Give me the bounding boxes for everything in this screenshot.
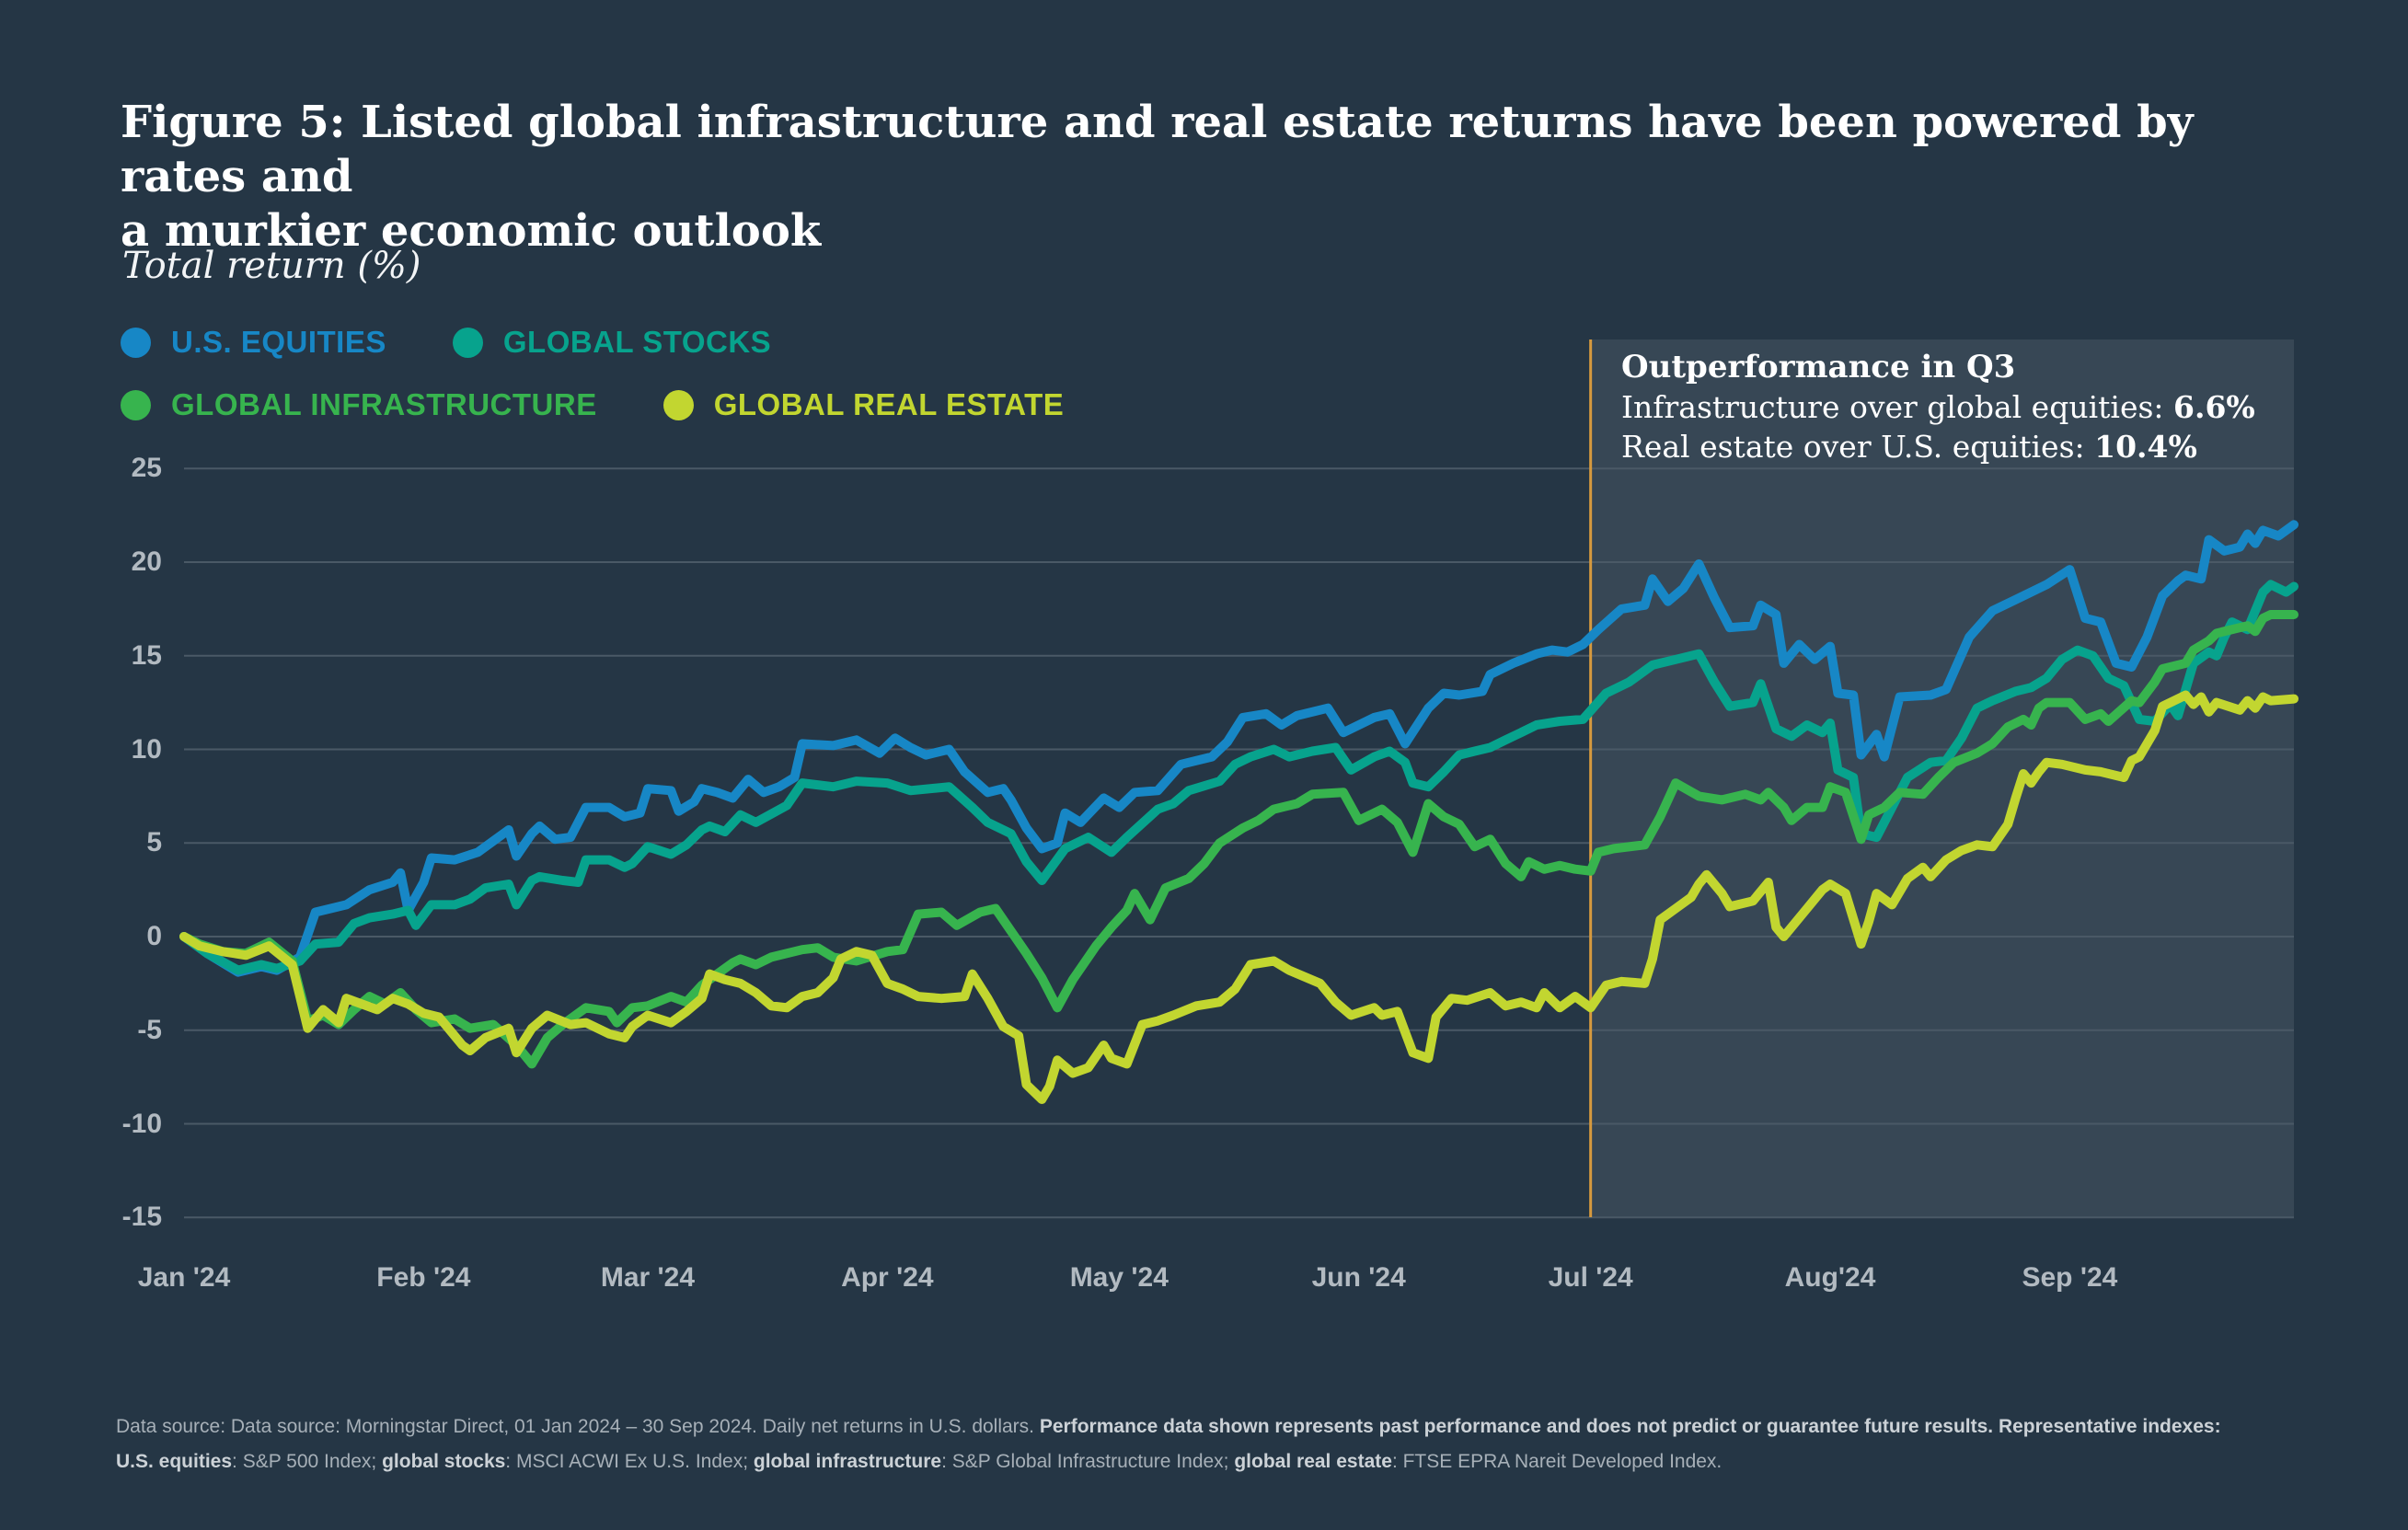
annotation-value-1: 6.6%: [2173, 389, 2255, 425]
series-line-global-real-estate: [179, 690, 2299, 1104]
footnote-text: : S&P Global Infrastructure Index;: [941, 1451, 1235, 1472]
figure-title-line1: Figure 5: Listed global infrastructure a…: [121, 97, 2194, 202]
y-tick-label-20: 20: [131, 546, 162, 577]
x-tick-label-Aug24: Aug'24: [1784, 1262, 1876, 1293]
y-tick-label--10: -10: [121, 1108, 162, 1139]
x-tick-label-Jun24: Jun '24: [1311, 1262, 1406, 1293]
x-tick-label-Mar24: Mar '24: [600, 1262, 696, 1293]
footnote-bold-text: global infrastructure: [753, 1451, 942, 1472]
x-tick-label-Feb24: Feb '24: [376, 1262, 471, 1293]
footnote-bold-text: global real estate: [1234, 1451, 1392, 1472]
annotation-lines: Infrastructure over global equities: 6.6…: [1621, 387, 2275, 466]
footnote-bold-text: U.S. equities: [116, 1451, 233, 1472]
figure-subtitle: Total return (%): [122, 245, 421, 287]
legend-dot-icon: [662, 389, 694, 420]
legend-item-global-infrastructure: GLOBAL INFRASTRUCTURE: [121, 387, 597, 422]
series-line-global-infrastructure: [179, 610, 2299, 1069]
footnote-text: : FTSE EPRA Nareit Developed Index.: [1391, 1451, 1722, 1472]
annotation-title: Outperformance in Q3: [1621, 349, 2016, 385]
legend-label: GLOBAL STOCKS: [502, 325, 772, 359]
legend-item-global-real-estate: GLOBAL REAL ESTATE: [662, 387, 1065, 422]
legend-dot-icon: [121, 327, 151, 358]
q3-annotation: Outperformance in Q3 Infrastructure over…: [1621, 348, 2275, 466]
footnote-text: : MSCI ACWI Ex U.S. Index;: [505, 1451, 754, 1472]
y-tick-label-10: 10: [131, 733, 162, 765]
source-footnote: Data source: Data source: Morningstar Di…: [116, 1409, 2343, 1479]
annotation-value-2: 10.4%: [2094, 429, 2197, 465]
annotation-line-2: Real estate over U.S. equities: 10.4%: [1621, 429, 2197, 465]
footnote-bold-text: global stocks: [382, 1451, 506, 1472]
legend-row-2: GLOBAL INFRASTRUCTURE GLOBAL REAL ESTATE: [121, 385, 1130, 425]
footnote-bold-text: Performance data shown represents past p…: [1039, 1416, 2221, 1437]
series-line-u-s-equities: [179, 520, 2299, 977]
footnote-line-1: Data source: Data source: Morningstar Di…: [116, 1409, 2343, 1444]
legend-item-u-s-equities: U.S. EQUITIES: [121, 325, 386, 360]
y-tick-label-15: 15: [131, 639, 162, 671]
footnote-text: : S&P 500 Index;: [232, 1451, 383, 1472]
y-tick-label--15: -15: [121, 1202, 162, 1233]
legend-dot-icon: [452, 327, 483, 358]
legend-label: U.S. EQUITIES: [171, 325, 386, 359]
x-tick-label-Jan24: Jan '24: [137, 1262, 231, 1293]
y-tick-label-25: 25: [131, 453, 162, 484]
legend-item-global-stocks: GLOBAL STOCKS: [452, 325, 772, 360]
annotation-line-1: Infrastructure over global equities: 6.6…: [1621, 389, 2255, 425]
legend-row-1: U.S. EQUITIES GLOBAL STOCKS: [121, 322, 1130, 362]
legend-label: GLOBAL INFRASTRUCTURE: [171, 387, 597, 421]
y-tick-label-0: 0: [146, 921, 162, 951]
legend-dot-icon: [121, 389, 151, 420]
series-line-global-stocks: [179, 580, 2299, 975]
legend-label: GLOBAL REAL ESTATE: [713, 387, 1065, 421]
y-tick-label--5: -5: [137, 1014, 162, 1045]
figure-title-line2: a murkier economic outlook: [121, 205, 822, 257]
x-tick-label-Sep24: Sep '24: [2022, 1262, 2118, 1293]
x-tick-label-Apr24: Apr '24: [841, 1262, 934, 1293]
figure-title: Figure 5: Listed global infrastructure a…: [121, 96, 2329, 259]
y-tick-label-5: 5: [146, 827, 162, 858]
x-tick-label-May24: May '24: [1069, 1262, 1169, 1293]
footnote-text: Data source: Data source: Morningstar Di…: [116, 1416, 1040, 1437]
chart-legend: U.S. EQUITIES GLOBAL STOCKS GLOBAL INFRAS…: [121, 322, 1130, 447]
footnote-line-2: U.S. equities: S&P 500 Index; global sto…: [116, 1444, 2343, 1479]
x-tick-label-Jul24: Jul '24: [1548, 1262, 1633, 1293]
